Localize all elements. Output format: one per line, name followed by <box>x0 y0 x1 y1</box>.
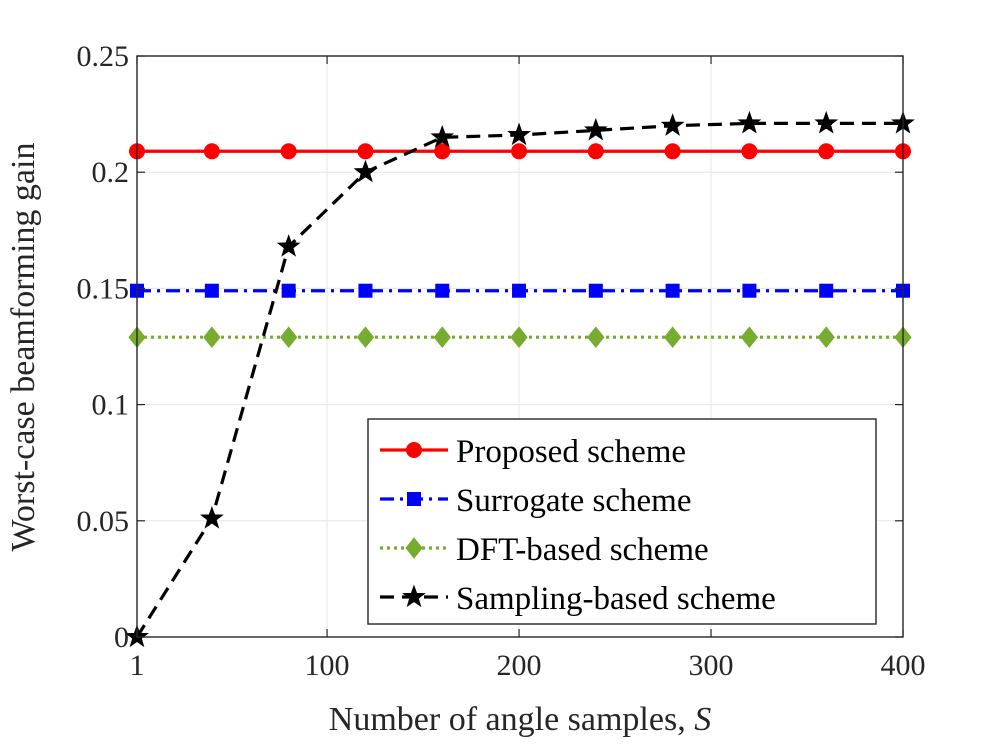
legend-marker <box>406 442 422 458</box>
data-point <box>588 283 603 298</box>
legend-label: Surrogate scheme <box>456 483 692 519</box>
series-circle-group <box>129 143 911 160</box>
y-tick-label: 0.25 <box>77 40 130 73</box>
data-point <box>435 283 450 298</box>
data-point <box>660 113 685 136</box>
data-point <box>819 283 834 298</box>
series-square-group <box>130 283 910 298</box>
legend-label: Proposed scheme <box>456 434 686 470</box>
y-tick-label: 0.05 <box>77 505 130 538</box>
data-point <box>737 110 762 134</box>
data-point <box>357 143 374 160</box>
legend-box <box>367 418 877 625</box>
data-point <box>433 326 451 349</box>
data-point <box>741 143 758 160</box>
y-tick-label: 0 <box>114 621 129 654</box>
y-tick-label: 0.2 <box>92 156 130 189</box>
data-point <box>200 506 224 529</box>
x-tick-label: 400 <box>881 649 926 682</box>
legend-marker <box>407 492 421 506</box>
legend-label: DFT-based scheme <box>456 532 709 568</box>
y-tick-label: 0.15 <box>77 272 130 305</box>
legend-marker <box>402 584 426 608</box>
data-point <box>353 159 378 183</box>
data-point <box>434 143 451 160</box>
data-point <box>280 326 298 349</box>
data-point <box>587 326 605 349</box>
data-point <box>430 124 455 148</box>
legend: Proposed scheme Surrogate scheme DFT-based… <box>367 418 877 625</box>
data-point <box>664 143 681 160</box>
data-point <box>740 326 759 349</box>
y-tick-label: 0.1 <box>92 389 130 422</box>
data-point <box>358 283 373 298</box>
x-tick-label: 1 <box>130 649 145 682</box>
data-point <box>204 283 219 298</box>
axis-ticks: 1 100 200 300 400 0 0.05 0.1 0.15 0.2 0.25 <box>77 40 926 682</box>
data-point <box>587 143 604 160</box>
legend-marker <box>405 537 423 559</box>
data-point <box>507 122 531 146</box>
data-point <box>665 283 680 298</box>
data-point <box>281 283 296 298</box>
data-point <box>280 143 297 160</box>
series-lines <box>125 110 915 648</box>
x-tick-label: 300 <box>689 649 734 682</box>
data-point <box>276 234 301 257</box>
data-point <box>817 326 835 349</box>
data-point <box>663 326 682 349</box>
x-axis-label: Number of angle samples, S <box>329 701 711 738</box>
legend-label: Sampling-based scheme <box>456 581 776 617</box>
x-tick-label: 100 <box>305 649 350 682</box>
data-point <box>203 326 221 349</box>
data-point <box>583 117 608 141</box>
series-diamond-group <box>128 326 912 349</box>
y-axis-label: Worst-case beamforming gain <box>5 143 42 552</box>
data-point <box>814 110 839 134</box>
data-point <box>511 143 528 160</box>
x-tick-label: 200 <box>497 649 542 682</box>
x-axis-label-variable: S <box>694 701 711 738</box>
series-star-group <box>125 110 915 648</box>
axes-box <box>136 55 904 638</box>
data-point <box>742 283 757 298</box>
data-point <box>510 326 528 349</box>
data-point <box>512 283 527 298</box>
data-point <box>203 143 220 160</box>
x-axis-label-text: Number of angle samples, <box>329 701 694 738</box>
data-point <box>356 326 375 349</box>
data-point <box>818 143 835 160</box>
